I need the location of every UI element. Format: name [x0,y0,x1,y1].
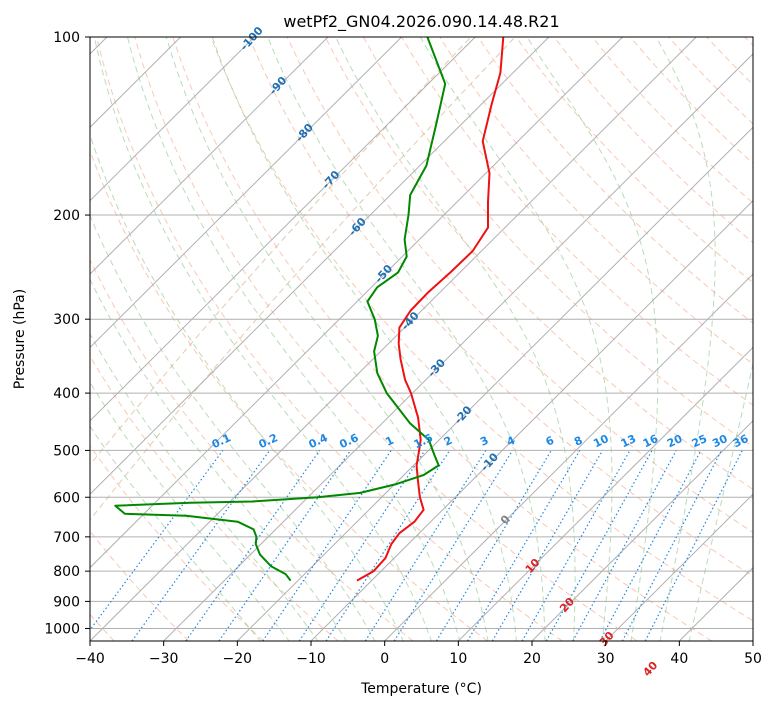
moist-adiabat [267,37,546,641]
mixing-ratio-line [364,450,487,641]
mixing-ratio-line [393,450,513,641]
mixing-ratio-line [435,450,552,641]
isotherm-line [90,37,697,641]
mixing-ratio-line [325,450,451,641]
dry-adiabat [90,444,264,641]
mixing-ratio-label: 16 [641,432,661,450]
mixing-ratio-line [572,450,677,641]
mixing-ratio-line [466,450,581,641]
isotherm-line [384,273,753,641]
dry-adiabat [96,37,563,641]
y-tick-label: 500 [53,443,80,459]
x-tick-label: 10 [449,651,467,667]
data-layer [114,37,505,582]
temperature-profile-line [356,37,505,582]
moist-adiabat [90,333,319,641]
x-tick-label: −40 [75,651,105,667]
y-tick-label: 900 [53,594,80,610]
mixing-ratio-label: 36 [731,432,751,450]
mixing-ratio-label: 30 [710,432,730,450]
x-tick-label: 40 [670,651,688,667]
mixing-ratio-label: 13 [619,432,638,450]
moist-adiabat [165,37,489,641]
isotherm-line [90,37,476,422]
plot-frame [89,36,754,642]
y-tick-label: 1000 [44,621,80,637]
moist-adiabat [655,37,716,641]
x-tick-label: 0 [380,651,389,667]
dewpoint-profile-line [114,37,447,582]
dry-adiabat [515,37,753,284]
isotherm-line [310,199,753,641]
dry-adiabat [286,37,753,534]
moist-adiabat [335,37,576,641]
x-tick-label: 20 [523,651,541,667]
y-axis-label: Pressure (hPa) [12,289,28,389]
isotherm-line [531,420,753,641]
isotherm-line [163,53,753,641]
x-tick-label: −30 [149,651,179,667]
dry-adiabat [90,355,339,641]
moist-adiabat [688,360,753,641]
x-tick-label: 30 [597,651,615,667]
isotherm-line [90,37,402,349]
moist-adiabat [90,381,290,641]
isotherm-line [90,37,329,275]
x-tick-label: −20 [223,651,253,667]
y-tick-label: 400 [53,386,80,402]
mixing-ratio-label: 10 [591,432,611,450]
moist-adiabat [90,214,376,641]
isotherm-line [90,37,255,202]
dry-adiabat [210,37,753,622]
x-tick-label: 50 [744,651,762,667]
isotherm-line [90,37,550,495]
moist-adiabat [211,37,518,641]
y-tick-label: 100 [53,30,80,46]
grid-layer [90,37,753,641]
y-tick-label: 600 [53,490,80,506]
dry-adiabat [90,258,414,641]
chart-title: wetPf2_GN04.2026.090.14.48.R21 [283,12,559,32]
isotherm-line [457,346,753,641]
isotherm-line [90,37,623,569]
y-tick-label: 300 [53,312,80,328]
mixing-ratio-line [185,450,321,641]
dry-adiabat [172,37,712,641]
dry-adiabat [324,37,753,490]
moist-adiabat [90,133,404,641]
x-axis-label: Temperature (°C) [360,681,482,697]
mixing-ratio-label: 25 [690,432,709,450]
mixing-ratio-line [521,450,631,641]
moist-adiabat [526,37,659,641]
moist-adiabat [93,37,432,641]
moist-adiabat [127,37,461,641]
moist-adiabat [90,425,261,641]
x-tick-label: −10 [296,651,326,667]
axis-layer: −40 −30 −20 −10 0 10 20 30 40 50 100 200 300 400 500 60… [44,30,762,667]
mixing-ratio-label: 20 [665,432,685,450]
isotherm-line [605,493,753,641]
mixing-ratio-line [545,450,653,641]
isotherm-line [236,126,753,641]
y-tick-label: 200 [53,208,80,224]
mixing-ratio-line [491,450,604,641]
y-tick-label: 700 [53,530,80,546]
moist-adiabat [90,278,347,641]
y-tick-label: 800 [53,564,80,580]
mixing-ratio-line [218,450,351,641]
dry-adiabat [248,37,753,577]
